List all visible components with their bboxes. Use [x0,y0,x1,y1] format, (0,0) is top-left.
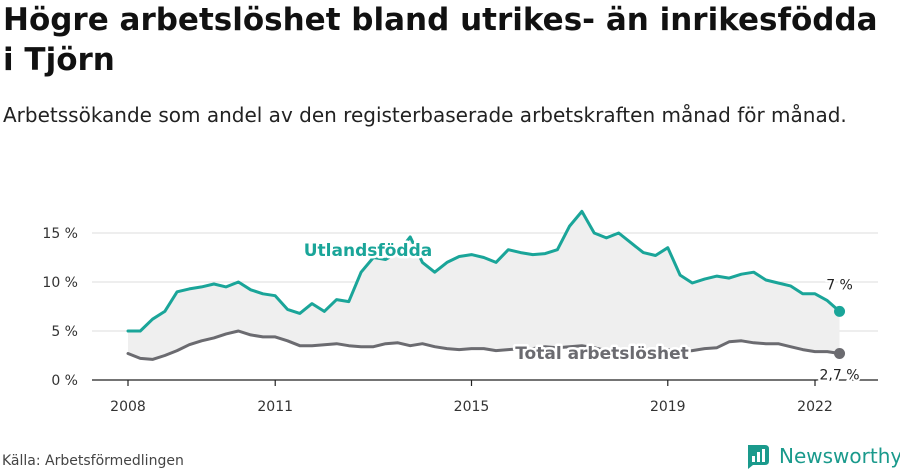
x-tick-label: 2015 [454,399,490,415]
brand-logo[interactable]: Newsworthy [745,443,900,469]
end-value-label-foreign: 7 % [826,277,853,293]
y-tick-label: 15 % [42,226,78,242]
y-tick-label: 10 % [42,275,78,291]
series-label-total: Total arbetslöshet [515,344,689,364]
series-line-total [126,329,841,361]
series-line-foreign [126,209,841,333]
source-note: Källa: Arbetsförmedlingen [2,453,184,469]
x-tick-label: 2008 [110,399,146,415]
label-layer: Utlandsfödda Total arbetslöshet 7 % 2,7 % [301,239,861,386]
x-tick-label: 2011 [257,399,293,415]
brand-name: Newsworthy [779,444,900,468]
end-point-total [834,348,846,360]
end-point-foreign [834,305,846,317]
page-title: Högre arbetslöshet bland utrikes- än inr… [3,2,878,78]
axis-layer: 0 % 5 % 10 % 15 % 2008 2011 2015 2019 2022 [42,226,832,415]
line-layer [126,209,846,361]
newsworthy-logo-icon [748,445,769,469]
area-layer [128,211,840,360]
x-tick-label: 2022 [797,399,833,415]
x-tick-label: 2019 [650,399,686,415]
page-subtitle: Arbetssökande som andel av den registerb… [3,103,847,127]
y-tick-label: 0 % [51,373,78,389]
end-value-label-total: 2,7 % [820,368,860,384]
series-label-foreign: Utlandsfödda [304,241,433,261]
y-tick-label: 5 % [51,324,78,340]
gap-area [128,211,840,360]
